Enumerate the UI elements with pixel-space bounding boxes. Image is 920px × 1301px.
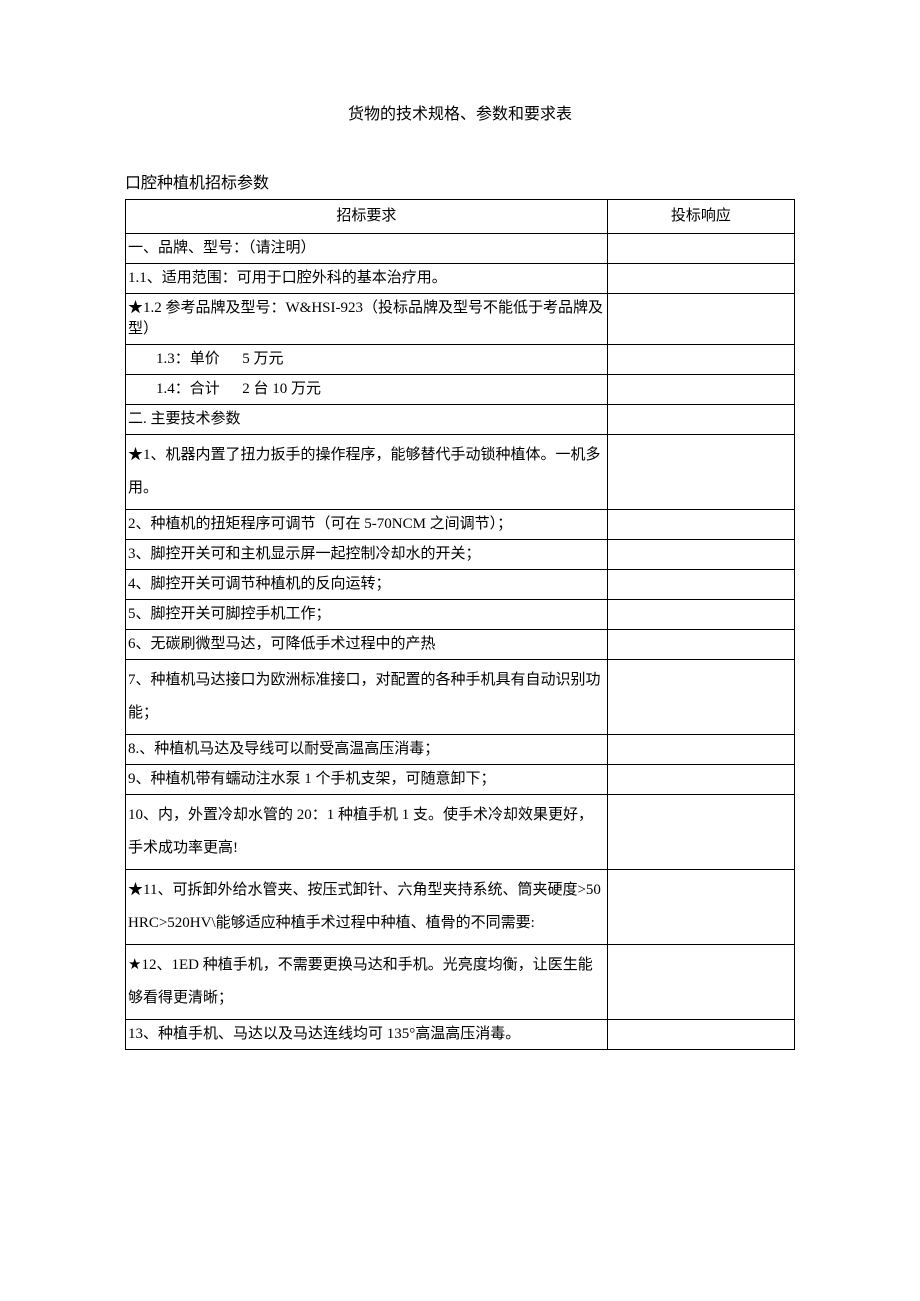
cell-response [607, 570, 794, 600]
table-row: 5、脚控开关可脚控手机工作； [126, 600, 795, 630]
page-container: 货物的技术规格、参数和要求表 口腔种植机招标参数 招标要求 投标响应 一、品牌、… [0, 0, 920, 1090]
cell-response [607, 405, 794, 435]
cell-response [607, 234, 794, 264]
cell-response [607, 294, 794, 345]
table-row: 8.、种植机马达及导线可以耐受高温高压消毒； [126, 735, 795, 765]
table-row: ★1、机器内置了扭力扳手的操作程序，能够替代手动锁种植体。一机多用。 [126, 435, 795, 510]
table-row: 9、种植机带有蠕动注水泵 1 个手机支架，可随意卸下； [126, 765, 795, 795]
table-row: ★12、1ED 种植手机，不需要更换马达和手机。光亮度均衡，让医生能够看得更清晰… [126, 945, 795, 1020]
cell-requirement: 1.3：单价 5 万元 [126, 345, 608, 375]
table-row: 6、无碳刷微型马达，可降低手术过程中的产热 [126, 630, 795, 660]
cell-response [607, 345, 794, 375]
cell-requirement: 7、种植机马达接口为欧洲标准接口，对配置的各种手机具有自动识别功能； [126, 660, 608, 735]
cell-requirement: 1.4：合计 2 台 10 万元 [126, 375, 608, 405]
table-row: ★1.2 参考品牌及型号：W&HSI-923（投标品牌及型号不能低于考品牌及型） [126, 294, 795, 345]
cell-requirement: 一、品牌、型号：（请注明） [126, 234, 608, 264]
cell-response [607, 600, 794, 630]
header-response: 投标响应 [607, 200, 794, 234]
table-row: 1.4：合计 2 台 10 万元 [126, 375, 795, 405]
table-row: 2、种植机的扭矩程序可调节（可在 5-70NCM 之间调节）； [126, 510, 795, 540]
table-row: 1.1、适用范围：可用于口腔外科的基本治疗用。 [126, 264, 795, 294]
table-row: 10、内，外置冷却水管的 20：1 种植手机 1 支。使手术冷却效果更好，手术成… [126, 795, 795, 870]
cell-requirement: 2、种植机的扭矩程序可调节（可在 5-70NCM 之间调节）； [126, 510, 608, 540]
cell-requirement: ★12、1ED 种植手机，不需要更换马达和手机。光亮度均衡，让医生能够看得更清晰… [126, 945, 608, 1020]
section-title: 口腔种植机招标参数 [125, 169, 795, 193]
cell-requirement: 9、种植机带有蠕动注水泵 1 个手机支架，可随意卸下； [126, 765, 608, 795]
cell-response [607, 630, 794, 660]
cell-response [607, 735, 794, 765]
cell-response [607, 660, 794, 735]
cell-response [607, 945, 794, 1020]
table-row: 4、脚控开关可调节种植机的反向运转； [126, 570, 795, 600]
cell-requirement: 二. 主要技术参数 [126, 405, 608, 435]
indented-text: 1.3：单价 5 万元 [128, 349, 284, 370]
table-row: 一、品牌、型号：（请注明） [126, 234, 795, 264]
table-row: 13、种植手机、马达以及马达连线均可 135°高温高压消毒。 [126, 1020, 795, 1050]
table-row: 3、脚控开关可和主机显示屏一起控制冷却水的开关； [126, 540, 795, 570]
cell-requirement: ★1.2 参考品牌及型号：W&HSI-923（投标品牌及型号不能低于考品牌及型） [126, 294, 608, 345]
cell-response [607, 540, 794, 570]
table-row: ★11、可拆卸外给水管夹、按压式卸针、六角型夹持系统、筒夹硬度>50HRC>52… [126, 870, 795, 945]
cell-response [607, 264, 794, 294]
header-requirement: 招标要求 [126, 200, 608, 234]
cell-requirement: 6、无碳刷微型马达，可降低手术过程中的产热 [126, 630, 608, 660]
cell-response [607, 765, 794, 795]
cell-response [607, 795, 794, 870]
cell-requirement: 4、脚控开关可调节种植机的反向运转； [126, 570, 608, 600]
table-row: 7、种植机马达接口为欧洲标准接口，对配置的各种手机具有自动识别功能； [126, 660, 795, 735]
cell-response [607, 375, 794, 405]
table-row: 1.3：单价 5 万元 [126, 345, 795, 375]
cell-response [607, 435, 794, 510]
cell-response [607, 870, 794, 945]
cell-response [607, 1020, 794, 1050]
cell-requirement: 13、种植手机、马达以及马达连线均可 135°高温高压消毒。 [126, 1020, 608, 1050]
cell-requirement: 3、脚控开关可和主机显示屏一起控制冷却水的开关； [126, 540, 608, 570]
cell-requirement: ★11、可拆卸外给水管夹、按压式卸针、六角型夹持系统、筒夹硬度>50HRC>52… [126, 870, 608, 945]
spec-table: 招标要求 投标响应 一、品牌、型号：（请注明） 1.1、适用范围：可用于口腔外科… [125, 199, 795, 1050]
cell-requirement: 1.1、适用范围：可用于口腔外科的基本治疗用。 [126, 264, 608, 294]
cell-requirement: 10、内，外置冷却水管的 20：1 种植手机 1 支。使手术冷却效果更好，手术成… [126, 795, 608, 870]
table-body: 一、品牌、型号：（请注明） 1.1、适用范围：可用于口腔外科的基本治疗用。 ★1… [126, 234, 795, 1050]
table-row: 二. 主要技术参数 [126, 405, 795, 435]
cell-requirement: ★1、机器内置了扭力扳手的操作程序，能够替代手动锁种植体。一机多用。 [126, 435, 608, 510]
table-header-row: 招标要求 投标响应 [126, 200, 795, 234]
document-title: 货物的技术规格、参数和要求表 [125, 100, 795, 124]
cell-requirement: 8.、种植机马达及导线可以耐受高温高压消毒； [126, 735, 608, 765]
indented-text: 1.4：合计 2 台 10 万元 [128, 379, 321, 400]
cell-requirement: 5、脚控开关可脚控手机工作； [126, 600, 608, 630]
cell-response [607, 510, 794, 540]
